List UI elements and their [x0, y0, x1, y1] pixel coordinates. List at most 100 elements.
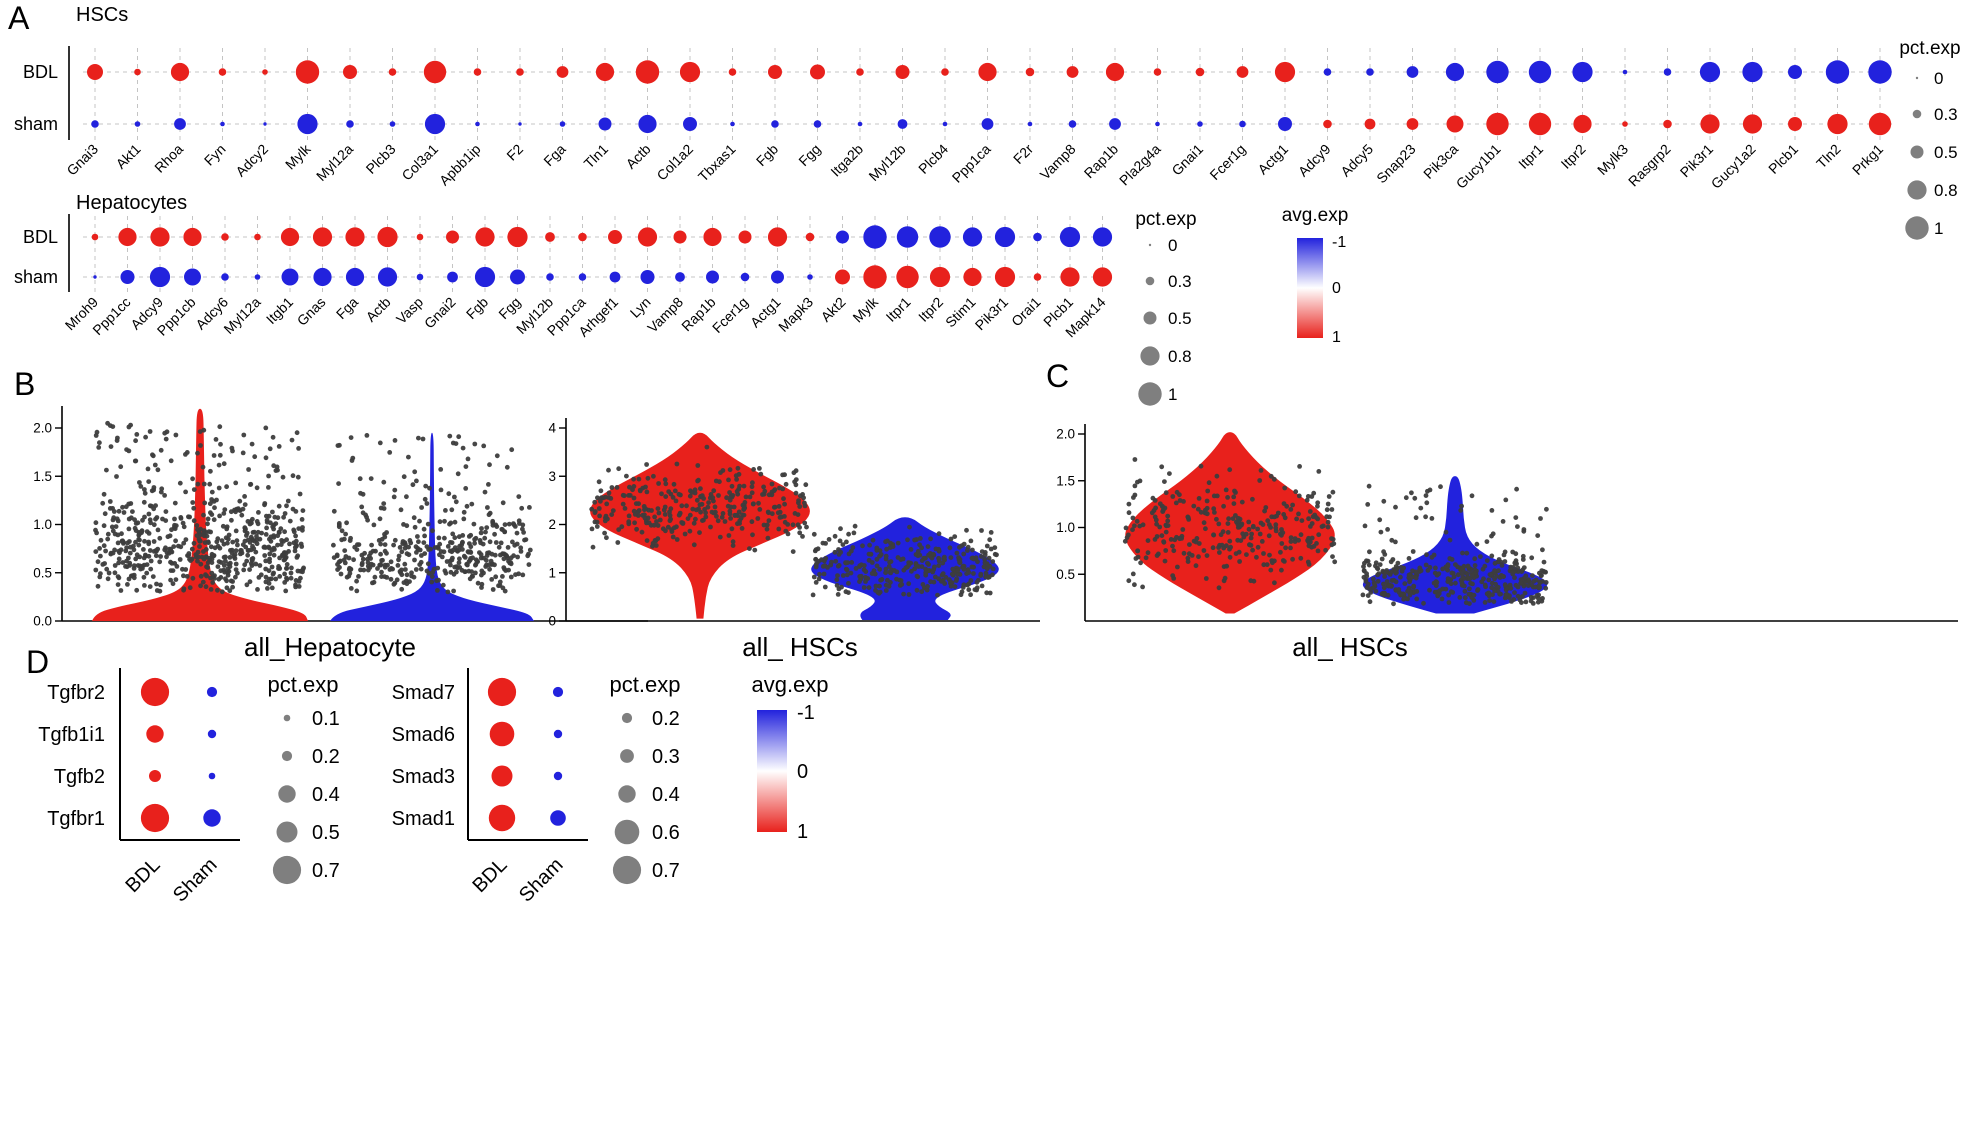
pct-legend-value: 0.1	[312, 708, 340, 730]
data-point	[829, 559, 834, 565]
data-point	[118, 464, 124, 470]
data-point	[101, 491, 107, 497]
data-point	[1396, 587, 1402, 592]
data-point	[987, 537, 993, 543]
data-point	[336, 481, 341, 486]
data-point	[1460, 566, 1466, 572]
data-point	[651, 473, 656, 479]
data-point	[1503, 592, 1509, 598]
data-point	[116, 556, 122, 562]
data-point	[965, 582, 970, 588]
data-point	[1186, 517, 1192, 522]
pct-legend-value: 0.8	[1168, 347, 1192, 366]
data-point	[1261, 562, 1267, 568]
data-point	[112, 563, 118, 568]
pct-exp-legend-title-hep: pct.exp	[1135, 209, 1197, 230]
data-point	[463, 464, 469, 469]
expression-dot-sham	[1155, 121, 1160, 127]
data-point	[144, 570, 150, 576]
data-point	[131, 572, 137, 578]
data-point	[212, 576, 217, 581]
data-point	[1296, 493, 1302, 499]
data-point	[283, 588, 289, 594]
data-point	[869, 571, 875, 576]
data-point	[271, 552, 277, 558]
data-point	[354, 578, 359, 584]
data-point	[656, 510, 662, 516]
expression-dot-bdl	[423, 60, 447, 84]
data-point	[200, 579, 206, 585]
data-point	[643, 484, 648, 490]
data-point	[1491, 599, 1497, 604]
data-point	[790, 522, 796, 528]
pct-legend-dot	[272, 855, 302, 885]
data-point	[380, 557, 385, 563]
data-point	[349, 458, 355, 463]
data-point	[281, 538, 286, 544]
data-point	[157, 535, 163, 541]
data-point	[294, 543, 299, 549]
data-point	[954, 550, 960, 556]
data-point	[1432, 589, 1438, 595]
data-point	[1283, 545, 1288, 551]
data-point	[365, 567, 371, 573]
data-point	[899, 582, 905, 587]
data-point	[267, 446, 273, 452]
data-point	[457, 565, 463, 570]
data-point	[626, 513, 632, 519]
data-point	[187, 585, 193, 591]
data-point	[464, 561, 470, 567]
data-point	[483, 557, 489, 563]
expression-dot-bdl	[545, 232, 555, 242]
data-point	[141, 547, 146, 552]
data-point	[194, 533, 200, 538]
data-point	[1157, 524, 1163, 530]
data-point	[365, 560, 371, 566]
data-point	[399, 586, 405, 592]
data-point	[969, 555, 975, 561]
data-point	[1243, 531, 1249, 537]
data-point	[401, 522, 406, 527]
data-point	[174, 564, 180, 569]
data-point	[291, 529, 297, 535]
data-point	[263, 532, 269, 537]
data-point	[359, 504, 365, 510]
data-point	[271, 463, 277, 469]
data-point	[627, 493, 633, 498]
data-point	[961, 551, 967, 557]
data-point	[348, 435, 354, 440]
data-point	[1288, 545, 1293, 551]
data-point	[158, 582, 163, 588]
data-point	[668, 516, 673, 522]
data-point	[195, 558, 200, 564]
data-point	[1508, 585, 1514, 591]
expression-dot-sham	[346, 120, 354, 128]
data-point	[438, 549, 444, 554]
expression-dot-sham	[771, 270, 784, 284]
data-point	[1474, 541, 1480, 547]
expression-dot-bdl	[87, 64, 103, 80]
data-point	[1221, 503, 1226, 509]
data-point	[914, 573, 920, 579]
data-point	[990, 566, 996, 572]
expression-dot-bdl	[1825, 60, 1850, 84]
data-point	[178, 544, 184, 550]
data-point	[1250, 524, 1256, 530]
data-point	[1402, 581, 1408, 586]
data-point	[970, 547, 975, 553]
data-point	[93, 520, 99, 526]
data-point	[1279, 567, 1284, 573]
data-point	[883, 556, 889, 562]
data-point	[368, 556, 373, 561]
data-point	[1313, 515, 1319, 520]
y-tick-label: 1	[548, 565, 556, 580]
gene-label: F2r	[1010, 141, 1036, 167]
data-point	[780, 486, 786, 492]
data-point	[141, 499, 147, 505]
expression-dot-bdl	[1742, 61, 1763, 83]
data-point	[452, 535, 458, 541]
data-point	[1503, 497, 1509, 503]
data-point	[276, 503, 282, 509]
y-tick-label: 2.0	[1056, 427, 1075, 442]
data-point	[453, 441, 459, 446]
